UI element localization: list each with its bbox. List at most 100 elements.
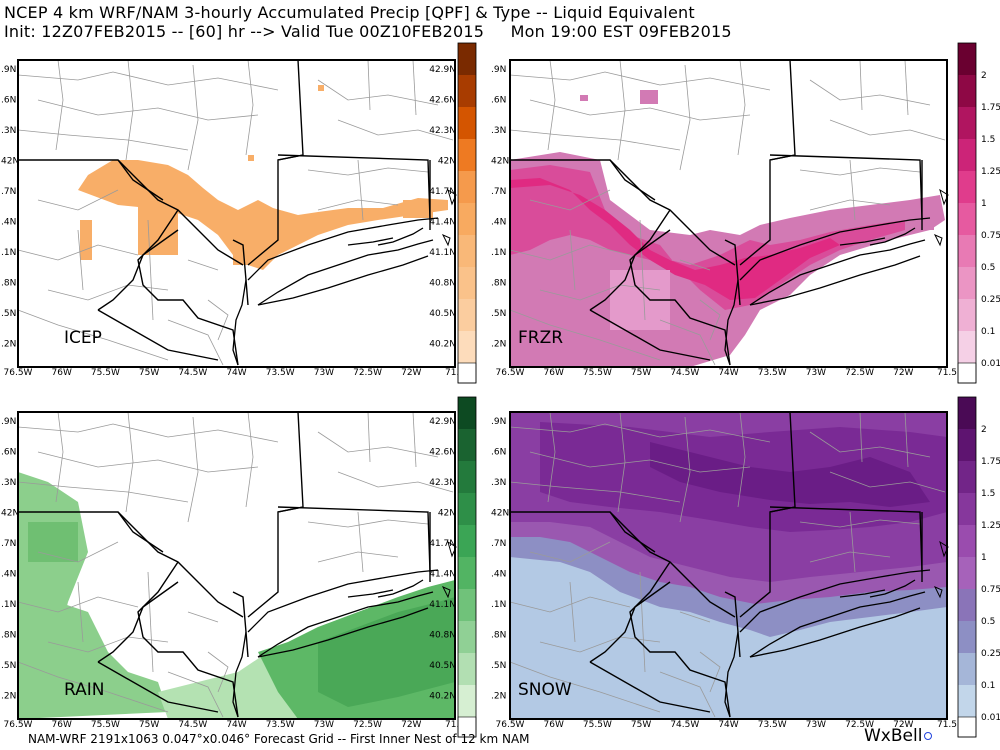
colorbar-swatch [458, 203, 476, 235]
lon-tick-label: 75W [631, 368, 651, 378]
lat-tick-label-inner: 42N [438, 509, 456, 519]
colorbar-level-label: 1.25 [981, 167, 1000, 177]
colorbar-swatch [958, 299, 976, 331]
lat-tick-label: .2N [1, 340, 16, 350]
lat-tick-label-inner: 41.4N [429, 218, 456, 228]
colorbar-swatch [458, 653, 476, 685]
lat-tick-label: .1N [491, 248, 506, 258]
lat-tick-label: .3N [1, 126, 16, 136]
colorbar-frzr: 2 1.75 1.5 1.25 1 0.75 0.5 0.25 0.1 0.01 [957, 42, 1000, 384]
colorbar-swatch [958, 525, 976, 557]
colorbar-swatch [958, 139, 976, 171]
lat-tick-label: .6N [491, 96, 506, 106]
colorbar-level-label: 0.25 [981, 649, 1000, 659]
panel-frzr: FRZR [509, 59, 949, 368]
lat-axis-labels: .9N .6N .3N 42N .7N .4N .1N .8N .5N .2N .9N .6N .3N 4… [1, 65, 509, 702]
lat-tick-label: .7N [491, 539, 506, 549]
lat-tick-label: .1N [491, 600, 506, 610]
panel-label-snow: SNOW [518, 680, 572, 700]
colorbar-level-label: 1.5 [981, 489, 995, 499]
colorbar-icep [457, 42, 477, 384]
lat-tick-label: .3N [491, 126, 506, 136]
lat-tick-label-inner: 42.3N [429, 126, 456, 136]
lon-tick-label: 73.5W [266, 368, 295, 378]
lon-tick-label: 76.5W [496, 720, 525, 730]
lon-tick-label: 73W [314, 720, 334, 730]
colorbar-swatch [458, 525, 476, 557]
colorbar-swatch [958, 557, 976, 589]
lon-tick-label: 74.5W [178, 368, 207, 378]
grid-footer: NAM-WRF 2191x1063 0.047°x0.046° Forecast… [28, 732, 530, 746]
colorbar-swatch [458, 235, 476, 267]
map-title-line2: Init: 12Z07FEB2015 -- [60] hr --> Valid … [4, 22, 732, 41]
colorbar-swatch [458, 429, 476, 461]
lon-tick-label: 74W [226, 368, 246, 378]
colorbar-swatch [958, 653, 976, 685]
colorbar-level-label: 0.75 [981, 231, 1000, 241]
colorbar-swatch [958, 171, 976, 203]
wxbell-logo: WxBell [864, 726, 933, 746]
colorbar-level-label: 0.75 [981, 585, 1000, 595]
lon-tick-label: 72.5W [845, 720, 874, 730]
colorbar-swatch [458, 139, 476, 171]
colorbar-level-label: 1.5 [981, 135, 995, 145]
lat-tick-label-inner: 42.6N [429, 96, 456, 106]
lat-tick-label-inner: 41.4N [429, 570, 456, 580]
colorbar-swatch [458, 107, 476, 139]
lat-tick-label-inner: 40.8N [429, 631, 456, 641]
lat-tick-label-inner: 40.2N [429, 692, 456, 702]
colorbar-swatch [458, 493, 476, 525]
panel-snow: SNOW [509, 411, 949, 720]
lat-tick-label: .9N [491, 65, 506, 75]
colorbar-level-label: 0.01 [981, 713, 1000, 723]
lon-tick-label: 72.5W [353, 720, 382, 730]
snow-precip-field [510, 412, 947, 719]
lon-tick-label: 76W [52, 720, 72, 730]
colorbar-level-label: 0.25 [981, 295, 1000, 305]
lat-tick-label-inner: 40.8N [429, 279, 456, 289]
lat-tick-label: .3N [491, 478, 506, 488]
colorbar-swatch [958, 203, 976, 235]
lat-tick-label: .8N [1, 279, 16, 289]
lat-tick-label-inner: 42.3N [429, 478, 456, 488]
colorbar-swatch-empty [957, 716, 977, 738]
lat-tick-label: .6N [491, 448, 506, 458]
colorbar-border [457, 396, 477, 738]
colorbar-level-label: 0.1 [981, 681, 995, 691]
colorbar-swatch [958, 107, 976, 139]
colorbar-snow: 2 1.75 1.5 1.25 1 0.75 0.5 0.25 0.1 0.01 [957, 396, 1000, 738]
lon-axis-top-panels: 76.5W 76W 75.5W 75W 74.5W 74W 73.5W 73W 72.5W 72W… [4, 368, 958, 378]
lat-tick-label: .8N [1, 631, 16, 641]
lon-tick-label: 74.5W [670, 720, 699, 730]
colorbar-swatch [458, 267, 476, 299]
colorbar-swatch [458, 299, 476, 331]
lon-tick-label: 74.5W [178, 720, 207, 730]
colorbar-swatch [458, 557, 476, 589]
colorbar-swatch [958, 461, 976, 493]
lat-tick-label: 42N [1, 157, 19, 167]
lat-tick-label: .1N [1, 600, 16, 610]
lon-tick-label: 76W [544, 720, 564, 730]
lat-tick-label: .6N [1, 448, 16, 458]
lon-tick-label: 74W [718, 720, 738, 730]
lat-tick-label: .9N [491, 417, 506, 427]
colorbar-swatch-empty [457, 362, 477, 384]
lat-tick-label-inner: 40.5N [429, 661, 456, 671]
lat-tick-label-inner: 40.5N [429, 309, 456, 319]
lon-tick-label: 75W [139, 720, 159, 730]
lat-tick-label: .4N [1, 218, 16, 228]
lon-tick-label: 76W [52, 368, 72, 378]
colorbar-swatch [958, 429, 976, 461]
lat-tick-label: .7N [1, 187, 16, 197]
colorbar-level-label: 0.1 [981, 327, 995, 337]
colorbars: 2 1.75 1.5 1.25 1 0.75 0.5 0.25 0.1 0.01 2 1.75 1.5 1… [457, 42, 1000, 738]
lon-tick-label: 71.5 [937, 368, 957, 378]
lat-tick-label: 42N [491, 157, 509, 167]
lon-tick-label: 75.5W [583, 368, 612, 378]
lon-tick-label: 74W [718, 368, 738, 378]
lat-tick-label-inner: 42N [438, 157, 456, 167]
colorbar-swatch [458, 43, 476, 75]
lat-tick-label: .8N [491, 279, 506, 289]
lat-tick-label: .3N [1, 478, 16, 488]
